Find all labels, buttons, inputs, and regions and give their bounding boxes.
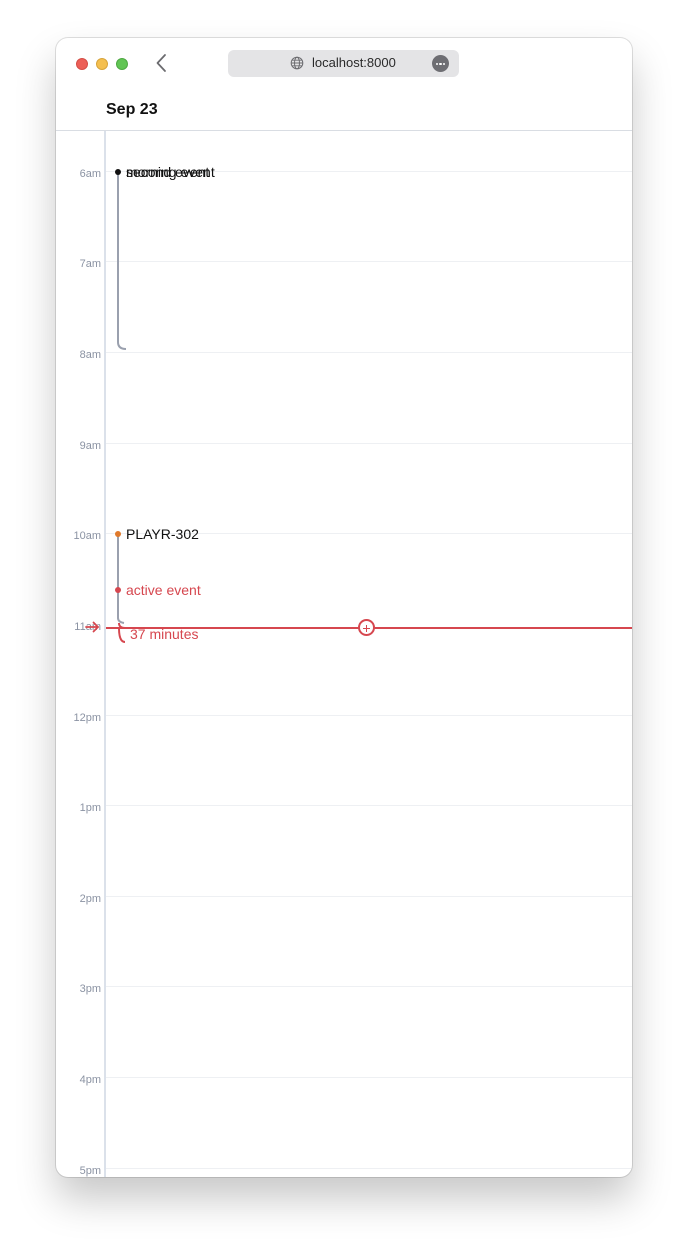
hour-line xyxy=(106,1077,632,1078)
hour-line xyxy=(106,171,632,172)
hour-line xyxy=(106,352,632,353)
timeline-axis xyxy=(104,131,106,1177)
date-header: Sep 23 xyxy=(106,101,158,118)
hour-label: 8am xyxy=(79,349,101,361)
event-title[interactable]: active event xyxy=(126,582,201,598)
hour-line xyxy=(106,805,632,806)
hour-label: 9am xyxy=(79,440,101,452)
traffic-light-close-icon[interactable] xyxy=(76,58,88,70)
now-arrow-icon xyxy=(85,621,99,633)
event-tracks xyxy=(117,172,127,643)
globe-icon xyxy=(290,56,304,70)
browser-window: localhost:8000 Sep 23 6am 7am 8am 9am 10… xyxy=(56,38,632,1177)
hour-label: 2pm xyxy=(79,893,101,905)
hour-label: 5pm xyxy=(79,1165,101,1177)
hour-line xyxy=(106,1168,632,1169)
hour-label: 10am xyxy=(73,530,101,542)
header-divider xyxy=(56,130,632,131)
duration-label: 37 minutes xyxy=(130,626,199,642)
hour-line xyxy=(106,533,632,534)
hour-line xyxy=(106,896,632,897)
address-bar[interactable]: localhost:8000 xyxy=(228,50,459,77)
traffic-light-minimize-icon[interactable] xyxy=(96,58,108,70)
hour-label: 7am xyxy=(79,258,101,270)
hour-label: 1pm xyxy=(79,802,101,814)
hour-line xyxy=(106,986,632,987)
traffic-light-zoom-icon[interactable] xyxy=(116,58,128,70)
event-dot xyxy=(115,587,121,593)
event-dot xyxy=(115,531,121,537)
hour-line xyxy=(106,261,632,262)
url-text: localhost:8000 xyxy=(312,55,396,70)
event-title[interactable]: morning event xyxy=(126,164,215,180)
hour-line xyxy=(106,715,632,716)
hour-label: 4pm xyxy=(79,1074,101,1086)
hour-label: 3pm xyxy=(79,983,101,995)
add-event-icon[interactable] xyxy=(358,619,375,636)
more-icon[interactable] xyxy=(432,55,449,72)
hour-label: 6am xyxy=(79,168,101,180)
hour-line xyxy=(106,443,632,444)
chevron-left-icon[interactable] xyxy=(154,52,170,74)
hour-label: 12pm xyxy=(73,712,101,724)
event-title[interactable]: second event xyxy=(126,164,210,180)
event-dot xyxy=(115,169,121,175)
event-title[interactable]: PLAYR-302 xyxy=(126,526,199,542)
